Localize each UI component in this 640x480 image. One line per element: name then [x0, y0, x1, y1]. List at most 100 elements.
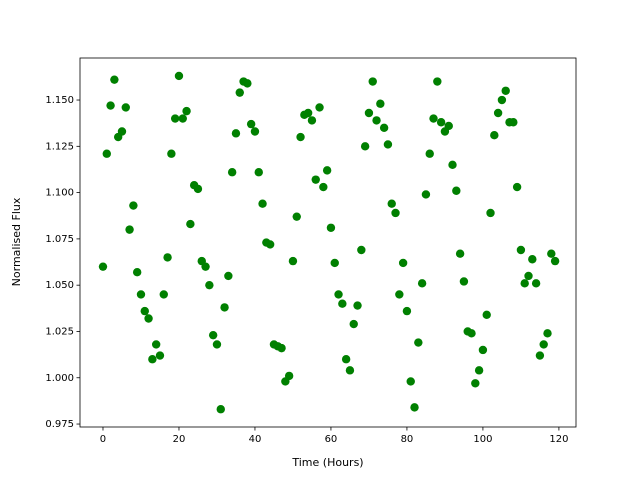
point — [303, 108, 313, 118]
point — [258, 199, 267, 208]
point — [531, 279, 541, 288]
point — [102, 149, 111, 158]
point — [509, 118, 518, 127]
y-tick-label: 1.025 — [45, 326, 74, 337]
point — [193, 184, 203, 194]
x-tick-label: 20 — [173, 434, 186, 445]
point — [341, 355, 351, 364]
point — [353, 301, 362, 310]
point — [254, 168, 263, 177]
point — [186, 219, 195, 229]
point — [539, 340, 548, 349]
point — [235, 88, 244, 97]
point — [338, 299, 347, 308]
point — [284, 371, 294, 381]
point — [144, 314, 153, 323]
point — [444, 121, 453, 131]
point — [322, 166, 332, 175]
point — [417, 279, 427, 288]
point — [349, 319, 358, 329]
point — [490, 131, 499, 140]
point — [155, 351, 165, 360]
point — [524, 271, 533, 281]
point — [543, 329, 552, 338]
point — [212, 340, 222, 349]
point — [425, 149, 434, 158]
point — [174, 71, 184, 81]
point — [512, 182, 522, 192]
x-tick-label: 60 — [325, 434, 338, 445]
point — [379, 123, 389, 133]
point — [474, 366, 484, 375]
point — [288, 256, 298, 266]
point — [205, 280, 214, 290]
point — [121, 103, 130, 112]
point — [398, 258, 408, 268]
point — [550, 256, 560, 266]
point — [452, 186, 461, 195]
point — [151, 340, 161, 349]
point — [547, 249, 556, 258]
point — [455, 249, 465, 258]
point — [231, 129, 241, 138]
point — [292, 212, 301, 221]
x-axis-label: Time (Hours) — [291, 456, 363, 469]
point — [376, 99, 385, 108]
point — [208, 330, 218, 340]
point — [334, 290, 343, 299]
y-axis-label: Normalised Flux — [10, 197, 23, 286]
point — [528, 255, 537, 264]
point — [117, 127, 127, 136]
point — [372, 116, 381, 125]
point — [467, 329, 476, 338]
point — [170, 114, 180, 123]
point — [402, 306, 412, 316]
point — [326, 223, 336, 232]
point — [383, 140, 393, 149]
point — [368, 77, 377, 86]
point — [201, 262, 210, 271]
point — [421, 190, 431, 199]
point — [501, 86, 510, 95]
point — [307, 116, 317, 125]
point — [357, 245, 366, 255]
point — [167, 149, 176, 158]
point — [471, 379, 480, 388]
point — [387, 199, 396, 208]
point — [360, 142, 370, 151]
y-tick-label: 1.150 — [45, 95, 74, 106]
point — [330, 258, 339, 268]
point — [520, 279, 529, 288]
point — [345, 366, 355, 375]
point — [277, 343, 286, 353]
x-tick-label: 120 — [549, 434, 568, 445]
point — [497, 95, 507, 105]
point — [216, 405, 225, 414]
point — [486, 208, 495, 218]
point — [364, 108, 374, 118]
y-tick-label: 1.050 — [45, 280, 74, 291]
point — [224, 271, 233, 281]
x-tick-label: 80 — [401, 434, 414, 445]
point — [129, 201, 138, 210]
x-tick-label: 0 — [100, 434, 106, 445]
point — [429, 114, 438, 123]
point — [436, 118, 446, 127]
point — [220, 303, 229, 312]
point — [311, 175, 320, 184]
point — [125, 225, 134, 234]
point — [535, 351, 545, 360]
point — [433, 77, 442, 86]
point — [106, 101, 115, 110]
point — [243, 79, 252, 88]
point — [110, 75, 119, 84]
point — [182, 106, 191, 116]
point — [296, 132, 305, 142]
point — [132, 268, 142, 277]
point — [482, 310, 491, 320]
point — [395, 290, 404, 299]
point — [478, 345, 488, 355]
x-tick-label: 40 — [249, 434, 262, 445]
point — [250, 127, 260, 136]
